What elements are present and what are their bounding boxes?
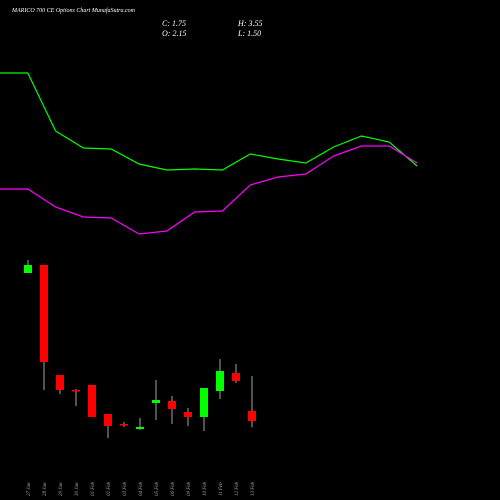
x-tick-label: 01 Feb bbox=[91, 481, 96, 496]
candle-body bbox=[216, 371, 224, 391]
candle-body bbox=[104, 414, 112, 426]
x-tick-label: 04 Feb bbox=[139, 481, 144, 496]
candle-body bbox=[56, 375, 64, 390]
x-tick-label: 27 Jan bbox=[27, 482, 32, 496]
x-tick-label: 30 Jan bbox=[75, 482, 80, 496]
candle-body bbox=[184, 412, 192, 417]
x-tick-label: 05 Feb bbox=[155, 481, 160, 496]
indicator-line bbox=[0, 72, 418, 171]
x-tick-label: 29 Jan bbox=[59, 482, 64, 496]
chart-title: MARICO 700 CE Options Chart MunafaSutra.… bbox=[11, 7, 136, 14]
x-tick-label: 12 Feb bbox=[235, 481, 240, 496]
candle-body bbox=[120, 424, 128, 426]
x-tick-label: 11 Feb bbox=[219, 482, 224, 496]
candle-body bbox=[136, 427, 144, 429]
stat-high: H: 3.55 bbox=[237, 19, 262, 28]
indicator-line bbox=[0, 145, 418, 235]
x-tick-label: 06 Feb bbox=[171, 481, 176, 496]
candle-body bbox=[232, 373, 240, 381]
candle-body bbox=[88, 385, 96, 417]
stat-close: C: 1.75 bbox=[162, 19, 186, 28]
candle-body bbox=[40, 265, 48, 362]
candle-body bbox=[72, 390, 80, 392]
stat-open: O: 2.15 bbox=[162, 29, 186, 38]
x-tick-label: 09 Feb bbox=[187, 481, 192, 496]
candle-body bbox=[248, 411, 256, 421]
candle-body bbox=[152, 400, 160, 403]
x-tick-label: 13 Feb bbox=[251, 481, 256, 496]
x-tick-label: 28 Jan bbox=[43, 482, 48, 496]
x-tick-label: 03 Feb bbox=[123, 481, 128, 496]
x-tick-label: 10 Feb bbox=[203, 481, 208, 496]
stat-low: L: 1.50 bbox=[237, 29, 261, 38]
x-tick-label: 02 Feb bbox=[107, 481, 112, 496]
candle-body bbox=[168, 401, 176, 409]
candle-body bbox=[200, 388, 208, 417]
candle-body bbox=[24, 265, 32, 273]
